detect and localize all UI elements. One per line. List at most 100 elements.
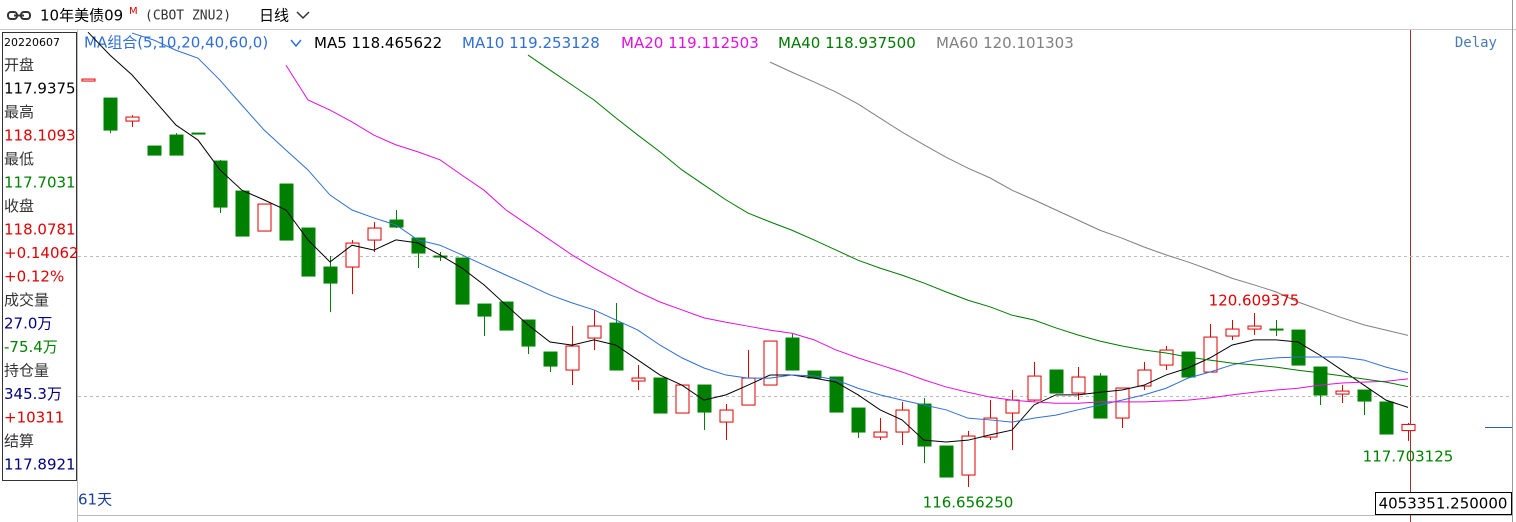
info-row: 最高 [4,103,34,121]
ma-selector[interactable]: MA组合(5,10,20,40,60,0) [84,34,268,52]
candle-body [829,376,844,413]
ma-line [769,61,1409,336]
candle-body [1225,328,1240,337]
info-row: 收盘 [4,197,34,215]
info-panel [2,32,77,481]
candle-body [785,337,800,371]
ma-line [527,54,1409,388]
info-row: 20220607 [4,36,60,49]
candle-body [983,417,998,438]
candle-body [1379,401,1394,435]
info-row: 持仓量 [4,362,49,380]
legend-entry: MA40 118.937500 [778,34,916,52]
extreme-label: 116.656250 [923,493,1014,511]
ma-line [131,32,1409,423]
candle-body [1005,399,1020,414]
candle-body [81,78,96,82]
info-row: 118.0781 [4,221,76,239]
corner-value: 4053351.250000 [1379,495,1508,513]
info-row: -75.4万 [4,338,58,356]
candle-body [499,301,514,331]
legend-entry: MA10 119.253128 [462,34,600,52]
candle-body [939,445,954,478]
bar-count: 61天 [78,491,112,509]
candle-body [675,384,690,414]
legend-name: MA5 [314,34,347,52]
info-row: 开盘 [4,56,34,74]
extreme-label: 120.609375 [1209,292,1300,310]
candle-body [1247,325,1262,330]
candle-body [1137,369,1152,387]
info-row: +0.12% [4,268,64,286]
legend-entry: MA60 120.101303 [936,34,1074,52]
candle-body [477,303,492,317]
info-row: +0.14062 [4,244,79,262]
candle-body [543,351,558,367]
delay-flag: Delay [1455,35,1497,51]
candle-body [323,266,338,284]
info-row: 结算 [4,432,34,450]
candle-body [1269,328,1284,331]
candle-body [433,255,448,258]
info-row: 117.8921 [4,456,76,474]
legend-name: MA20 [621,34,663,52]
symbol-code: (CBOT ZNU2) [145,9,231,24]
candle-body [411,237,426,254]
candle-body [917,403,932,447]
ma-chevron[interactable] [290,39,302,48]
legend-entry: MA5 118.465622 [314,34,442,52]
candle-body [125,116,140,122]
candle-body [1071,376,1086,394]
candle-body [587,325,602,339]
legend-value: 119.112503 [668,34,759,52]
candle-body [851,407,866,433]
candle-body [873,431,888,438]
legend-name: MA40 [778,34,820,52]
info-row: 345.3万 [4,385,62,403]
candle-body [719,409,734,423]
legend-name: MA60 [936,34,978,52]
period-chevron[interactable] [296,11,310,20]
symbol-name[interactable]: 10年美债09 [40,7,123,25]
info-row: 117.9375 [4,80,76,98]
candle-body [631,377,646,382]
symbol-badge: M [129,6,138,17]
legend-value: 119.253128 [509,34,600,52]
candle-body [961,435,976,476]
extreme-label: 117.703125 [1363,447,1454,465]
candle-body [1049,369,1064,394]
candle-body [653,377,668,414]
plot: MA5 118.465622 MA10 119.253128 MA20 119.11… [78,31,1512,511]
toolbar [0,0,1516,30]
legend-name: MA10 [462,34,504,52]
candle-body [521,319,536,347]
ma-line [285,64,1409,404]
candle-body [257,203,272,232]
candle-body [235,190,250,237]
info-row: 118.1093 [4,127,76,145]
candle-body [609,322,624,371]
info-row: +10311 [4,409,64,427]
legend-value: 118.465622 [352,34,443,52]
candle-body [147,145,162,156]
info-row: 27.0万 [4,315,52,333]
candle-body [1027,375,1042,401]
candle-body [213,160,228,208]
candle-body [1357,389,1372,402]
period-selector[interactable]: 日线 [259,7,289,25]
candle-body [169,134,184,156]
ma-line [87,31,1409,443]
candle-body [191,132,206,135]
candle-body [455,257,470,305]
candle-body [763,340,778,386]
link-icon[interactable] [7,11,31,20]
candle-body [345,242,360,268]
candle-body [741,377,756,406]
legend-value: 118.937500 [825,34,916,52]
candle-body [1291,329,1306,366]
candle-body [1093,375,1108,419]
candle-body [301,227,316,277]
candle-body [367,227,382,241]
